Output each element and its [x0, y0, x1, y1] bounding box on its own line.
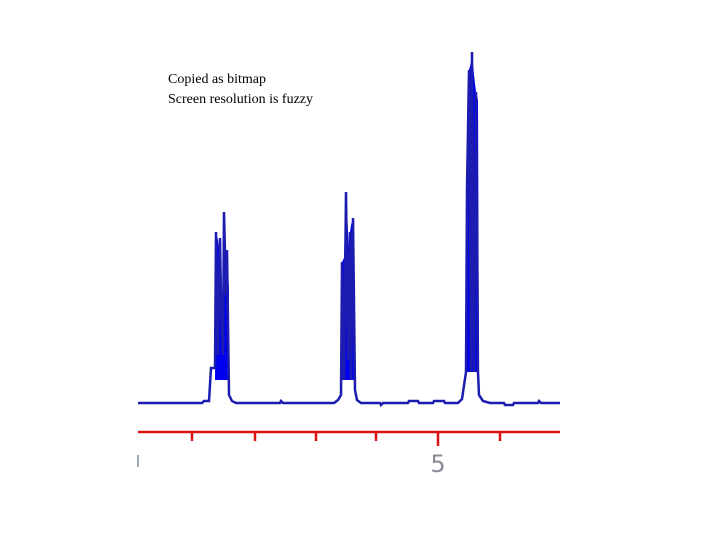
annotation: Screen resolution is fuzzy: [168, 92, 313, 107]
annotation: Copied as bitmap: [168, 72, 266, 87]
axis-fragment: [137, 455, 139, 467]
tick-label: 5: [430, 450, 445, 478]
spectrum-trace: [138, 51, 560, 408]
x-axis: [138, 430, 560, 446]
